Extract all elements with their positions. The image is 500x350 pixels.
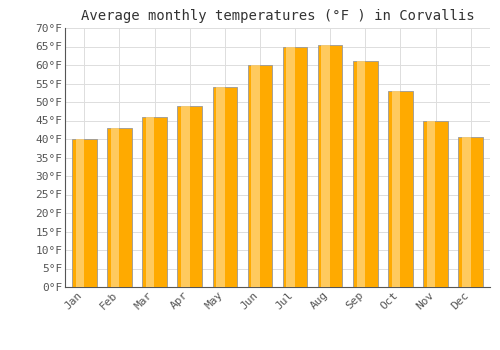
Bar: [76, 139, 84, 287]
Bar: [353, 61, 378, 287]
Title: Average monthly temperatures (°F ) in Corvallis: Average monthly temperatures (°F ) in Co…: [80, 9, 474, 23]
Bar: [251, 65, 260, 287]
Bar: [283, 47, 308, 287]
Bar: [110, 128, 120, 287]
Bar: [427, 120, 436, 287]
Bar: [181, 106, 190, 287]
Bar: [212, 87, 237, 287]
Bar: [286, 47, 295, 287]
Bar: [458, 137, 483, 287]
Bar: [72, 139, 96, 287]
Bar: [462, 137, 470, 287]
Bar: [392, 91, 400, 287]
Bar: [146, 117, 154, 287]
Bar: [107, 128, 132, 287]
Bar: [216, 87, 224, 287]
Bar: [248, 65, 272, 287]
Bar: [142, 117, 167, 287]
Bar: [318, 45, 342, 287]
Bar: [356, 61, 365, 287]
Bar: [322, 45, 330, 287]
Bar: [388, 91, 412, 287]
Bar: [178, 106, 202, 287]
Bar: [424, 120, 448, 287]
